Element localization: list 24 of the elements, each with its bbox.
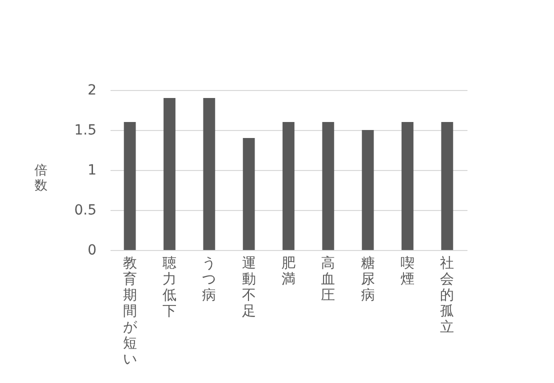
y-tick-label: 2 xyxy=(88,82,96,98)
x-tick-label: 肥満 xyxy=(282,256,296,288)
bar xyxy=(203,98,216,250)
y-axis-title: 倍数 xyxy=(34,164,48,194)
y-tick-label: 0 xyxy=(88,242,96,258)
y-tick-label: 0.5 xyxy=(74,202,96,218)
bar xyxy=(242,138,255,250)
bar xyxy=(124,122,136,250)
bar xyxy=(402,122,414,250)
y-tick-label: 1 xyxy=(88,162,96,178)
x-tick-label: 教育期間が短い xyxy=(122,256,138,368)
x-tick-label: 糖尿病 xyxy=(360,256,375,304)
x-tick-label: 喫煙 xyxy=(400,256,414,288)
bar xyxy=(164,98,176,250)
x-tick-label: 運動不足 xyxy=(242,256,256,320)
x-tick-label: うつ病 xyxy=(202,256,216,304)
bar xyxy=(282,122,294,250)
x-tick-label: 社会的孤立 xyxy=(440,256,454,336)
x-tick-label: 聴力低下 xyxy=(162,256,176,320)
bar xyxy=(441,122,454,250)
bar xyxy=(322,122,334,250)
x-tick-label: 高血圧 xyxy=(321,256,336,304)
bar xyxy=(362,130,374,250)
y-tick-label: 1.5 xyxy=(74,122,96,138)
